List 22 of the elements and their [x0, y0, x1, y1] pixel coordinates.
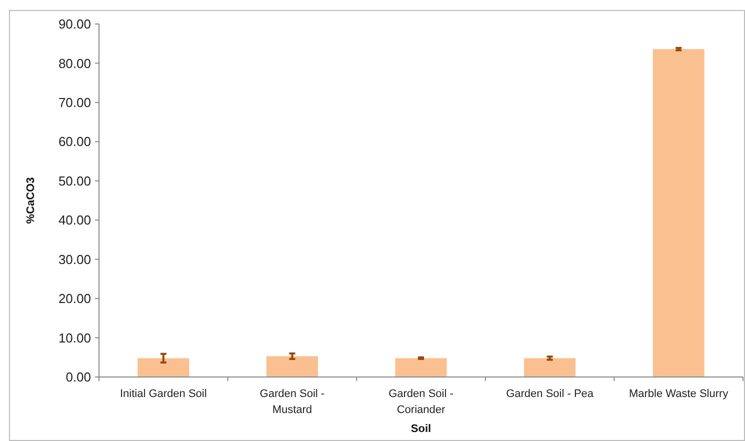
y-tick-label: 60.00 — [58, 134, 91, 150]
bar — [266, 356, 318, 377]
bar — [652, 49, 704, 377]
y-tick-label: 20.00 — [58, 291, 91, 306]
bar — [524, 358, 576, 377]
x-tick-label: Initial Garden Soil — [120, 388, 207, 400]
y-axis-title: %CaCO3 — [25, 177, 37, 224]
x-tick-label: Marble Waste Slurry — [628, 388, 729, 400]
y-tick-label: 50.00 — [58, 173, 91, 188]
y-tick-label: 70.00 — [58, 94, 91, 110]
y-tick-label: 80.00 — [58, 56, 91, 71]
y-tick-label: 90.00 — [58, 16, 91, 32]
y-tick-label: 0.00 — [66, 370, 91, 385]
x-tick-label: Garden Soil - Pea — [506, 388, 594, 400]
y-tick-label: 10.00 — [58, 330, 91, 346]
bar — [395, 358, 447, 377]
x-tick-label: Garden Soil - Mustard — [260, 388, 325, 416]
y-tick-label: 30.00 — [58, 252, 91, 267]
x-axis-title: Soil — [410, 423, 432, 435]
y-tick-label: 40.00 — [58, 212, 91, 228]
bar — [138, 358, 190, 377]
x-tick-label: Garden Soil - Coriander — [388, 388, 454, 416]
